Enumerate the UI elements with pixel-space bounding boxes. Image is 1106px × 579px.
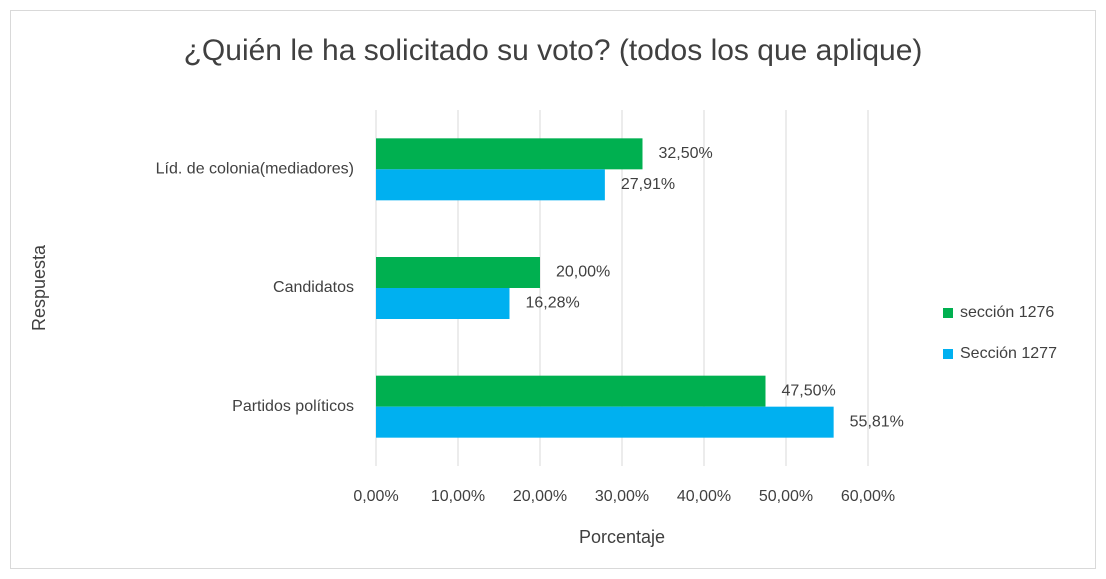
chart-frame	[10, 10, 1096, 569]
bar	[376, 406, 834, 438]
x-tick-label: 50,00%	[759, 488, 813, 505]
y-tick-label: Partidos políticos	[232, 398, 354, 415]
bar	[376, 257, 540, 288]
x-tick-label: 0,00%	[353, 488, 398, 505]
bar	[376, 169, 605, 201]
x-axis-title: Porcentaje	[579, 527, 665, 547]
data-label: 27,91%	[621, 176, 675, 193]
x-tick-label: 60,00%	[841, 488, 895, 505]
y-axis-title: Respuesta	[29, 244, 49, 331]
legend-swatch	[943, 308, 953, 318]
data-label: 16,28%	[525, 295, 579, 312]
bar	[376, 138, 643, 170]
bar	[376, 288, 510, 319]
bar	[376, 375, 766, 407]
x-tick-label: 30,00%	[595, 488, 649, 505]
chart-title: ¿Quién le ha solicitado su voto? (todos …	[184, 34, 923, 67]
data-label: 55,81%	[850, 413, 904, 430]
data-label: 20,00%	[556, 264, 610, 281]
y-tick-label: Líd. de colonia(mediadores)	[156, 161, 354, 178]
data-label: 47,50%	[782, 382, 836, 399]
legend-label: sección 1276	[960, 304, 1054, 321]
x-tick-label: 20,00%	[513, 488, 567, 505]
legend-label: Sección 1277	[960, 345, 1057, 362]
x-tick-label: 40,00%	[677, 488, 731, 505]
x-tick-label: 10,00%	[431, 488, 485, 505]
data-label: 32,50%	[659, 145, 713, 162]
y-tick-label: Candidatos	[273, 279, 354, 296]
legend-swatch	[943, 349, 953, 359]
